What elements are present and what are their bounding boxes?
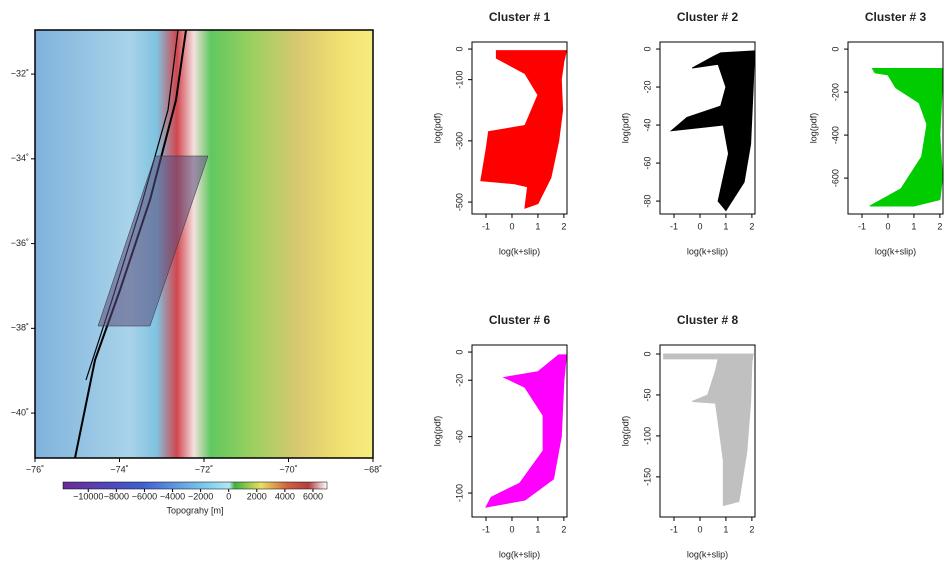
x-tick-label: 0 [697,524,702,534]
figure: −76˚ −74˚ −72˚ −70˚ −68˚ −32˚ −34˚ −36˚ −38˚ −40˚… [0,0,952,581]
x-tick-label: −74˚ [110,464,128,474]
topography [35,30,373,458]
y-tick-label: -50 [642,388,652,401]
y-tick-label: -60 [642,157,652,170]
x-tick-label: −72˚ [195,464,213,474]
y-tick-label: -600 [830,169,840,187]
colorbar-tick-label: 2000 [247,491,267,501]
y-tick-label: 0 [642,352,652,357]
y-tick-label: 0 [642,47,652,52]
x-tick-label: 1 [911,221,916,231]
colorbar-tick-label: 0 [226,491,231,501]
pdf-envelope [870,68,943,206]
panel-title: Cluster # 3 [865,10,927,24]
y-tick-label: -40 [642,119,652,132]
x-tick-label: 1 [723,524,728,534]
y-tick-label: 0 [454,47,464,52]
y-tick-label: -60 [454,430,464,443]
x-tick-label: 2 [749,221,754,231]
x-tick-label: -1 [858,221,866,231]
y-tick-label: -100 [454,71,464,89]
pdf-envelope [486,355,566,507]
y-tick-label: −32˚ [11,68,29,78]
y-tick-label: -100 [454,484,464,502]
y-tick-label: -80 [642,195,652,208]
panel-title: Cluster # 6 [489,313,551,327]
x-tick-label: 2 [561,524,566,534]
y-tick-label: -300 [454,132,464,150]
x-tick-label: -1 [482,221,490,231]
colorbar-tick-label: −4000 [160,491,185,501]
x-axis-label: log(k+slip) [687,549,728,559]
colorbar-tick-label: −8000 [104,491,129,501]
panel-title: Cluster # 8 [677,313,739,327]
pdf-envelope [671,51,754,211]
y-tick-label: -20 [642,81,652,94]
y-tick-label: 0 [830,47,840,52]
x-tick-label: 0 [885,221,890,231]
colorbar-tick-label: −2000 [188,491,213,501]
x-axis-label: log(k+slip) [687,246,728,256]
y-tick-label: −40˚ [11,407,29,417]
colorbar-tick-label: 4000 [275,491,295,501]
y-tick-label: −38˚ [11,323,29,333]
x-tick-label: 1 [535,221,540,231]
colorbar-label: Topograhy [m] [166,505,223,515]
x-tick-label: 0 [697,221,702,231]
x-tick-label: −70˚ [279,464,297,474]
x-tick-label: −76˚ [26,464,44,474]
colorbar-tick-label: −6000 [132,491,157,501]
y-tick-label: -100 [642,427,652,445]
x-tick-label: 0 [509,221,514,231]
x-axis-label: log(k+slip) [499,549,540,559]
y-tick-label: -400 [830,126,840,144]
y-tick-label: -500 [454,193,464,211]
pdf-envelope [664,354,754,506]
y-axis-label: log(pdf) [432,416,442,447]
x-axis-label: log(k+slip) [875,246,916,256]
x-tick-label: 1 [723,221,728,231]
x-axis-label: log(k+slip) [499,246,540,256]
y-tick-label: 0 [454,350,464,355]
x-tick-label: -1 [482,524,490,534]
x-tick-label: −68˚ [364,464,382,474]
y-tick-label: -200 [830,83,840,101]
colorbar-tick-label: 6000 [303,491,323,501]
map [35,30,373,458]
pdf-envelope [481,51,567,209]
y-axis-label: log(pdf) [620,416,630,447]
y-tick-label: −34˚ [11,153,29,163]
x-tick-label: 2 [561,221,566,231]
colorbar [63,482,327,489]
y-tick-label: −36˚ [11,238,29,248]
y-tick-label: -20 [454,374,464,387]
x-tick-label: 2 [749,524,754,534]
panel-title: Cluster # 2 [677,10,739,24]
x-tick-label: 2 [937,221,942,231]
y-axis-label: log(pdf) [432,113,442,144]
x-tick-label: -1 [670,524,678,534]
x-tick-label: 1 [535,524,540,534]
panel-title: Cluster # 1 [489,10,551,24]
y-axis-label: log(pdf) [808,113,818,144]
x-tick-label: 0 [509,524,514,534]
colorbar-tick-label: −10000 [73,491,103,501]
y-tick-label: -150 [642,468,652,486]
page: −76˚ −74˚ −72˚ −70˚ −68˚ −32˚ −34˚ −36˚ −38˚ −40˚… [0,0,952,581]
x-tick-label: -1 [670,221,678,231]
y-axis-label: log(pdf) [620,113,630,144]
